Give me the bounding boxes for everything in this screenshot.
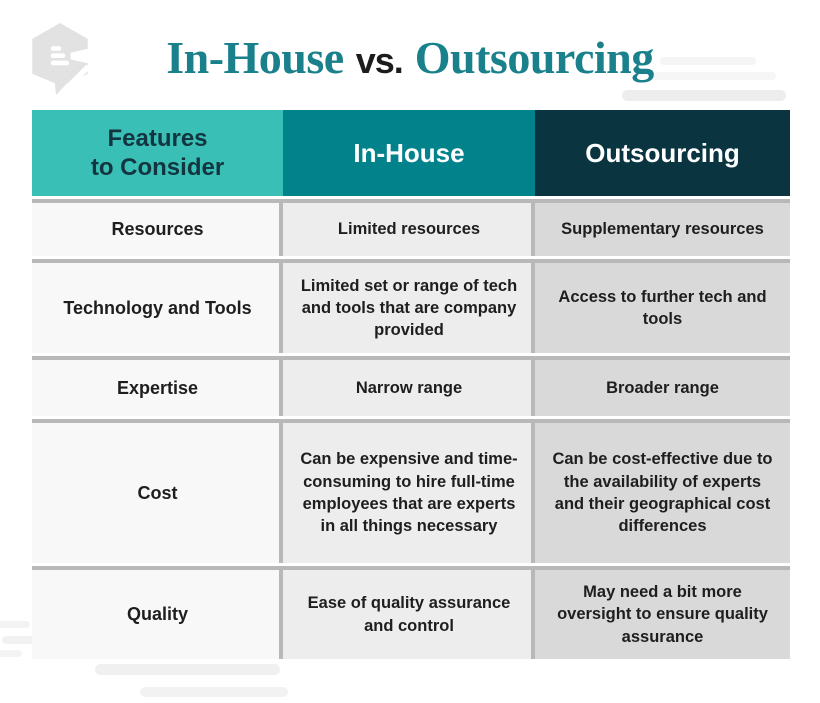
table-row-expertise: Expertise Narrow range Broader range bbox=[32, 360, 790, 416]
title-outsourcing: Outsourcing bbox=[414, 32, 655, 83]
decorative-stroke bbox=[140, 687, 288, 697]
outsourcing-value: Can be cost-effective due to the availab… bbox=[535, 423, 790, 563]
header-in-house-label: In-House bbox=[353, 137, 465, 168]
outsourcing-value: May need a bit more oversight to ensure … bbox=[535, 570, 790, 659]
outsourcing-value: Supplementary resources bbox=[535, 203, 790, 256]
decorative-stroke bbox=[2, 636, 36, 644]
decorative-stroke bbox=[660, 57, 756, 65]
page-title: In-House vs. Outsourcing bbox=[0, 28, 820, 92]
outsourcing-value: Access to further tech and tools bbox=[535, 263, 790, 353]
header-outsourcing: Outsourcing bbox=[535, 110, 790, 196]
header-features-line2: to Consider bbox=[90, 154, 225, 181]
title-vs: vs. bbox=[355, 40, 404, 81]
table-row-quality: Quality Ease of quality assurance and co… bbox=[32, 570, 790, 659]
header-features-line1: Features bbox=[107, 125, 208, 152]
table-row-cost: Cost Can be expensive and time-consuming… bbox=[32, 423, 790, 563]
decorative-stroke bbox=[0, 621, 30, 628]
table-row-resources: Resources Limited resources Supplementar… bbox=[32, 203, 790, 256]
decorative-stroke bbox=[648, 72, 776, 80]
in-house-value: Can be expensive and time-consuming to h… bbox=[283, 423, 535, 563]
table-header-row: Features to Consider In-House Outsourcin… bbox=[32, 110, 790, 196]
in-house-value: Ease of quality assurance and control bbox=[283, 570, 535, 659]
comparison-table: Features to Consider In-House Outsourcin… bbox=[32, 110, 790, 659]
in-house-value: Limited set or range of tech and tools t… bbox=[283, 263, 535, 353]
in-house-value: Limited resources bbox=[283, 203, 535, 256]
feature-label: Cost bbox=[32, 423, 283, 563]
header-features-to-consider: Features to Consider bbox=[32, 110, 283, 196]
feature-label: Quality bbox=[32, 570, 283, 659]
decorative-stroke bbox=[622, 90, 786, 101]
header-in-house: In-House bbox=[283, 110, 535, 196]
decorative-stroke bbox=[95, 664, 280, 675]
in-house-value: Narrow range bbox=[283, 360, 535, 416]
outsourcing-value: Broader range bbox=[535, 360, 790, 416]
decorative-stroke bbox=[0, 650, 22, 657]
header-outsourcing-label: Outsourcing bbox=[585, 137, 740, 168]
title-in-house: In-House bbox=[166, 32, 344, 83]
feature-label: Expertise bbox=[32, 360, 283, 416]
table-row-technology-and-tools: Technology and Tools Limited set or rang… bbox=[32, 263, 790, 353]
speech-bubble-logo-icon bbox=[32, 23, 91, 95]
feature-label: Technology and Tools bbox=[32, 263, 283, 353]
feature-label: Resources bbox=[32, 203, 283, 256]
